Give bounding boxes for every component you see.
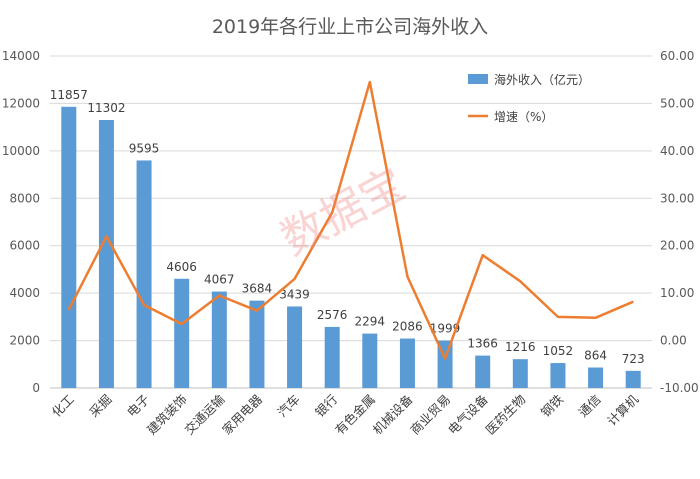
right-tick-label: 30.00: [660, 191, 694, 205]
left-tick-label: 10000: [2, 144, 40, 158]
bar: [512, 359, 528, 388]
bar-value-label: 2086: [392, 320, 423, 334]
left-tick-label: 8000: [9, 191, 40, 205]
bar-value-label: 864: [584, 349, 607, 363]
right-tick-label: 60.00: [660, 49, 694, 63]
category-label: 电子: [124, 392, 152, 420]
category-label: 电气设备: [445, 391, 491, 437]
bar-value-label: 11857: [50, 88, 88, 102]
right-tick-label: 0.00: [660, 334, 687, 348]
legend-swatch-bar: [468, 74, 488, 84]
growth-point: [181, 323, 183, 325]
bar-value-label: 2576: [317, 308, 348, 322]
growth-point: [143, 304, 145, 306]
right-tick-label: 10.00: [660, 286, 694, 300]
category-label: 家用电器: [219, 391, 265, 437]
bar: [249, 300, 265, 388]
category-label: 银行: [312, 392, 340, 420]
growth-point: [519, 280, 521, 282]
left-tick-label: 0: [32, 381, 40, 395]
bar: [588, 367, 604, 388]
right-tick-label: 40.00: [660, 144, 694, 158]
growth-point: [557, 316, 559, 318]
bar: [211, 291, 227, 388]
bar-value-label: 9595: [129, 141, 160, 155]
category-label: 交通运输: [181, 391, 227, 437]
category-label: 汽车: [274, 392, 302, 420]
bar-value-label: 3684: [242, 282, 273, 296]
right-tick-label: 50.00: [660, 96, 694, 110]
left-tick-label: 14000: [2, 49, 40, 63]
bar-value-label: 4067: [204, 273, 235, 287]
growth-point: [218, 295, 220, 297]
category-label: 商业贸易: [407, 392, 453, 438]
bars: [61, 106, 641, 389]
bar: [287, 306, 303, 388]
bar: [550, 363, 566, 388]
bar: [324, 326, 340, 388]
bar-value-label: 1052: [543, 344, 574, 358]
growth-point: [331, 212, 333, 214]
left-tick-label: 2000: [9, 334, 40, 348]
growth-point: [632, 301, 634, 303]
right-tick-label: 20.00: [660, 239, 694, 253]
category-label: 通信: [575, 392, 603, 420]
category-label: 医药生物: [482, 392, 528, 438]
category-label: 钢铁: [538, 391, 567, 420]
growth-point: [369, 81, 371, 83]
growth-point: [105, 235, 107, 237]
right-axis-ticks: -10.00 0.00 10.00 20.00 30.00 40.00 50.00 60.00: [660, 49, 699, 395]
growth-point: [595, 317, 597, 319]
category-label: 采掘: [86, 392, 114, 420]
growth-line-group: [67, 80, 634, 360]
legend: 海外收入（亿元） 增速（%）: [468, 72, 590, 124]
bar-value-label: 1366: [467, 337, 498, 351]
bar-value-label: 723: [622, 352, 645, 366]
bar: [136, 160, 152, 388]
category-label: 机械设备: [370, 391, 416, 437]
bar: [61, 106, 77, 389]
bar: [475, 355, 491, 388]
legend-label-bar: 海外收入（亿元）: [494, 72, 590, 87]
left-tick-label: 6000: [9, 239, 40, 253]
bar-value-label: 2294: [355, 315, 386, 329]
category-label: 计算机: [604, 391, 641, 428]
bar-value-label: 3439: [279, 287, 310, 301]
growth-line: [67, 80, 634, 360]
chart-title: 2019年各行业上市公司海外收入: [212, 16, 488, 38]
growth-point: [68, 309, 70, 311]
legend-label-line: 增速（%）: [494, 110, 553, 124]
growth-point: [444, 358, 446, 360]
category-label: 有色金属: [332, 392, 378, 438]
growth-point: [482, 254, 484, 256]
bar: [399, 338, 415, 388]
left-tick-label: 4000: [9, 286, 40, 300]
left-tick-label: 12000: [2, 96, 40, 110]
left-axis-ticks: 0 2000 4000 6000 8000 10000 12000 14000: [2, 49, 40, 395]
bar-value-label: 4606: [166, 260, 197, 274]
bar: [362, 333, 378, 388]
bar-value-label: 11302: [87, 101, 125, 115]
category-label: 建筑装饰: [144, 392, 190, 438]
right-tick-label: -10.00: [660, 381, 699, 395]
category-label: 化工: [49, 392, 77, 420]
bar: [174, 278, 190, 388]
growth-point: [294, 278, 296, 280]
growth-point: [256, 310, 258, 312]
bar: [625, 370, 641, 388]
bar-value-label: 1999: [430, 322, 461, 336]
bar-value-label: 1216: [505, 340, 536, 354]
growth-point: [406, 276, 408, 278]
bar: [98, 119, 114, 388]
